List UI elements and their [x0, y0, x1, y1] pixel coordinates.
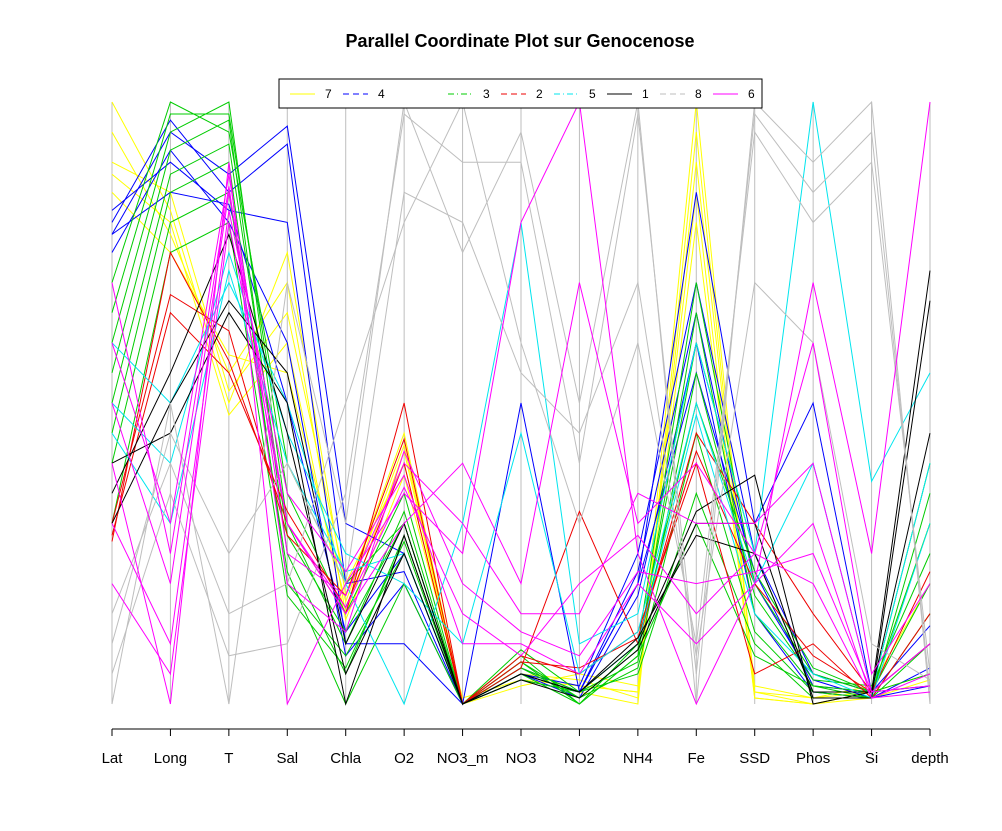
legend-label-1: 1	[642, 87, 649, 101]
x-tick-label-NO2: NO2	[564, 750, 595, 767]
x-tick-label-Lat: Lat	[102, 750, 124, 767]
x-tick-label-Fe: Fe	[688, 750, 706, 767]
legend: 7 4 3 2 5 1 8 6	[278, 78, 763, 109]
series-6	[111, 100, 931, 706]
x-tick-label-NO3: NO3	[506, 750, 537, 767]
x-tick-label-Chla: Chla	[330, 750, 362, 767]
x-tick-label-Si: Si	[865, 750, 878, 767]
x-tick-label-SSD: SSD	[739, 750, 770, 767]
legend-label-6: 6	[748, 87, 755, 101]
x-tick-label-O2: O2	[394, 750, 414, 767]
series-6-line-5	[111, 186, 931, 693]
series-8	[111, 100, 931, 705]
series-8-line-3	[111, 112, 931, 693]
legend-label-4: 4	[378, 87, 385, 101]
series-8-line-1	[111, 100, 931, 705]
series-6-line-1	[111, 100, 931, 706]
series-8-line-2	[111, 100, 931, 674]
chart-title: Parallel Coordinate Plot sur Genocenose	[345, 31, 694, 51]
series-4-line-1	[111, 125, 931, 706]
legend-box	[278, 78, 763, 109]
x-tick-label-Long: Long	[154, 750, 187, 767]
x-axis: Lat Long T Sal Chla O2 NO3_m NO3 NO2 NH4 Fe SSD Phos…	[102, 728, 949, 767]
series-6-line-3	[111, 174, 931, 693]
x-tick-label-NO3_m: NO3_m	[437, 750, 489, 767]
series-6-line-6	[111, 222, 931, 699]
series-5-line-2	[111, 250, 931, 693]
series-8-line-4	[111, 191, 931, 681]
legend-label-8: 8	[695, 87, 702, 101]
x-tick-label-T: T	[224, 750, 233, 767]
series-6-line-4	[111, 210, 931, 699]
x-tick-label-depth: depth	[911, 750, 949, 767]
series-3-line-4	[111, 119, 931, 705]
series-2-line-1	[111, 251, 931, 705]
legend-label-7: 7	[325, 87, 332, 101]
legend-label-2: 2	[536, 87, 543, 101]
series-2-line-3	[111, 311, 931, 705]
x-tick-label-Sal: Sal	[276, 750, 298, 767]
legend-label-5: 5	[589, 87, 596, 101]
x-tick-label-NH4: NH4	[623, 750, 653, 767]
series-layer	[111, 100, 931, 706]
legend-label-3: 3	[483, 87, 490, 101]
x-tick-label-Phos: Phos	[796, 750, 830, 767]
